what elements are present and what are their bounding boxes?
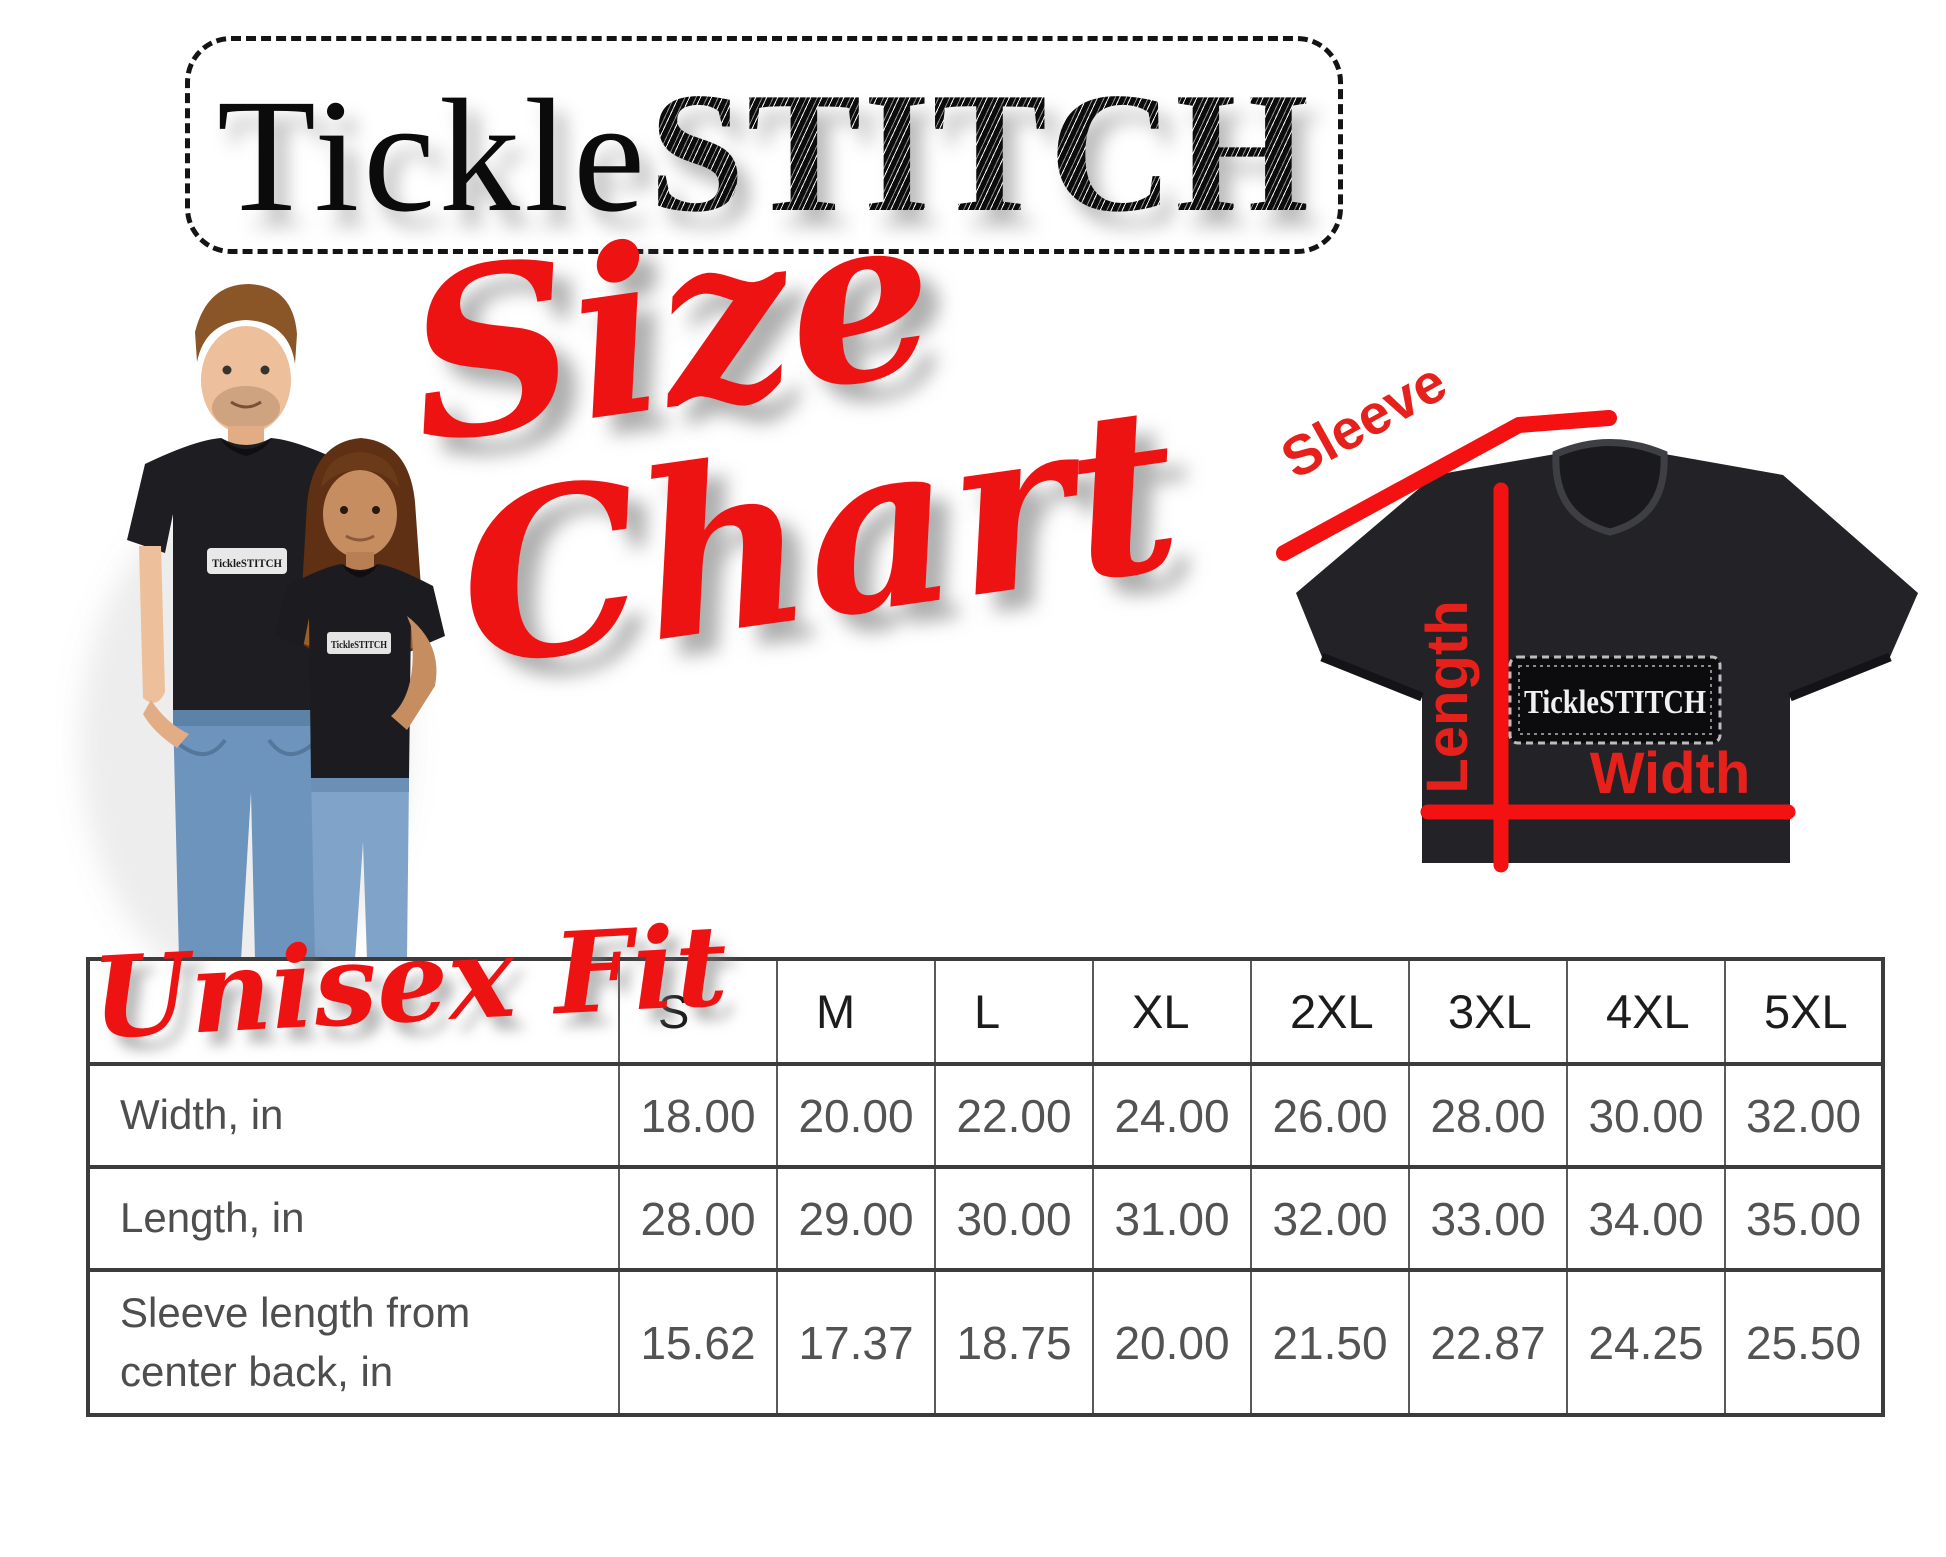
models-photo: TickleSTITCH TickleSTITCH (55, 272, 453, 960)
sleeve-value-m: 17.37 (776, 1268, 936, 1417)
size-column-header: L (934, 957, 1094, 1066)
brand-logo: Tickle STITCH (217, 67, 1311, 239)
length-value-s: 28.00 (618, 1165, 778, 1272)
row-label-sleeve: Sleeve length from center back, in (87, 1268, 620, 1417)
length-value-5xl: 35.00 (1724, 1165, 1884, 1272)
tshirt-silhouette (1296, 443, 1918, 863)
sleeve-value-l: 18.75 (934, 1268, 1094, 1417)
sleeve-measure-line (1276, 410, 1617, 561)
tshirt-print-text: TickleSTITCH (1524, 684, 1706, 721)
size-column-header: 2XL (1250, 957, 1410, 1066)
length-row: Length, in 28.00 29.00 30.00 31.00 32.00… (87, 1165, 1884, 1272)
size-column-header: 3XL (1408, 957, 1568, 1066)
tshirt-chest-patch: TickleSTITCH (1508, 655, 1722, 745)
right-sleeve-cuff (1788, 652, 1892, 702)
length-value-xl: 31.00 (1092, 1165, 1252, 1272)
width-value-l: 22.00 (934, 1062, 1094, 1169)
length-value-4xl: 34.00 (1566, 1165, 1726, 1272)
width-value-5xl: 32.00 (1724, 1062, 1884, 1169)
sleeve-value-4xl: 24.25 (1566, 1268, 1726, 1417)
size-table: S M L XL 2XL 3XL 4XL 5XL Width, in 18.00… (86, 957, 1885, 1417)
model-woman: TickleSTITCH (275, 438, 445, 960)
row-label-length: Length, in (87, 1165, 620, 1272)
width-value-4xl: 30.00 (1566, 1062, 1726, 1169)
length-value-2xl: 32.00 (1250, 1165, 1410, 1272)
row-label-width: Width, in (87, 1062, 620, 1169)
table-corner-cell (87, 957, 620, 1066)
width-value-m: 20.00 (776, 1062, 936, 1169)
size-column-header: XL (1092, 957, 1252, 1066)
size-column-header: 4XL (1566, 957, 1726, 1066)
tshirt-diagram-graphic: TickleSTITCH Sleeve Length Width (1271, 349, 1918, 873)
width-label: Width (1590, 741, 1751, 806)
unisex-fit-label: Unisex Fit (88, 900, 731, 1065)
length-value-m: 29.00 (776, 1165, 936, 1272)
sleeve-value-5xl: 25.50 (1724, 1268, 1884, 1417)
size-column-header: 5XL (1724, 957, 1884, 1066)
sleeve-row: Sleeve length from center back, in 15.62… (87, 1268, 1884, 1417)
length-label: Length (1415, 600, 1480, 793)
tshirt-measurement-diagram: TickleSTITCH Sleeve Length Width (1015, 275, 1945, 895)
models-illustration: TickleSTITCH TickleSTITCH (80, 284, 445, 960)
brand-name-sketch: STITCH (649, 58, 1312, 248)
width-value-3xl: 28.00 (1408, 1062, 1568, 1169)
sleeve-value-2xl: 21.50 (1250, 1268, 1410, 1417)
sleeve-value-3xl: 22.87 (1408, 1268, 1568, 1417)
size-column-header: M (776, 957, 936, 1066)
table-header-row: S M L XL 2XL 3XL 4XL 5XL (87, 957, 1884, 1066)
sleeve-value-xl: 20.00 (1092, 1268, 1252, 1417)
brand-name-serif: Tickle (216, 67, 650, 246)
left-sleeve-cuff (1320, 652, 1424, 702)
brand-logo-box: Tickle STITCH (185, 36, 1343, 254)
width-value-2xl: 26.00 (1250, 1062, 1410, 1169)
woman-shirt-print: TickleSTITCH (331, 640, 387, 651)
length-value-3xl: 33.00 (1408, 1165, 1568, 1272)
sleeve-value-s: 15.62 (618, 1268, 778, 1417)
width-value-xl: 24.00 (1092, 1062, 1252, 1169)
man-shirt-print: TickleSTITCH (212, 556, 283, 570)
tshirt-collar (1552, 439, 1668, 536)
size-column-header: S (618, 957, 778, 1066)
length-value-l: 30.00 (934, 1165, 1094, 1272)
width-value-s: 18.00 (618, 1062, 778, 1169)
width-row: Width, in 18.00 20.00 22.00 24.00 26.00 … (87, 1062, 1884, 1169)
